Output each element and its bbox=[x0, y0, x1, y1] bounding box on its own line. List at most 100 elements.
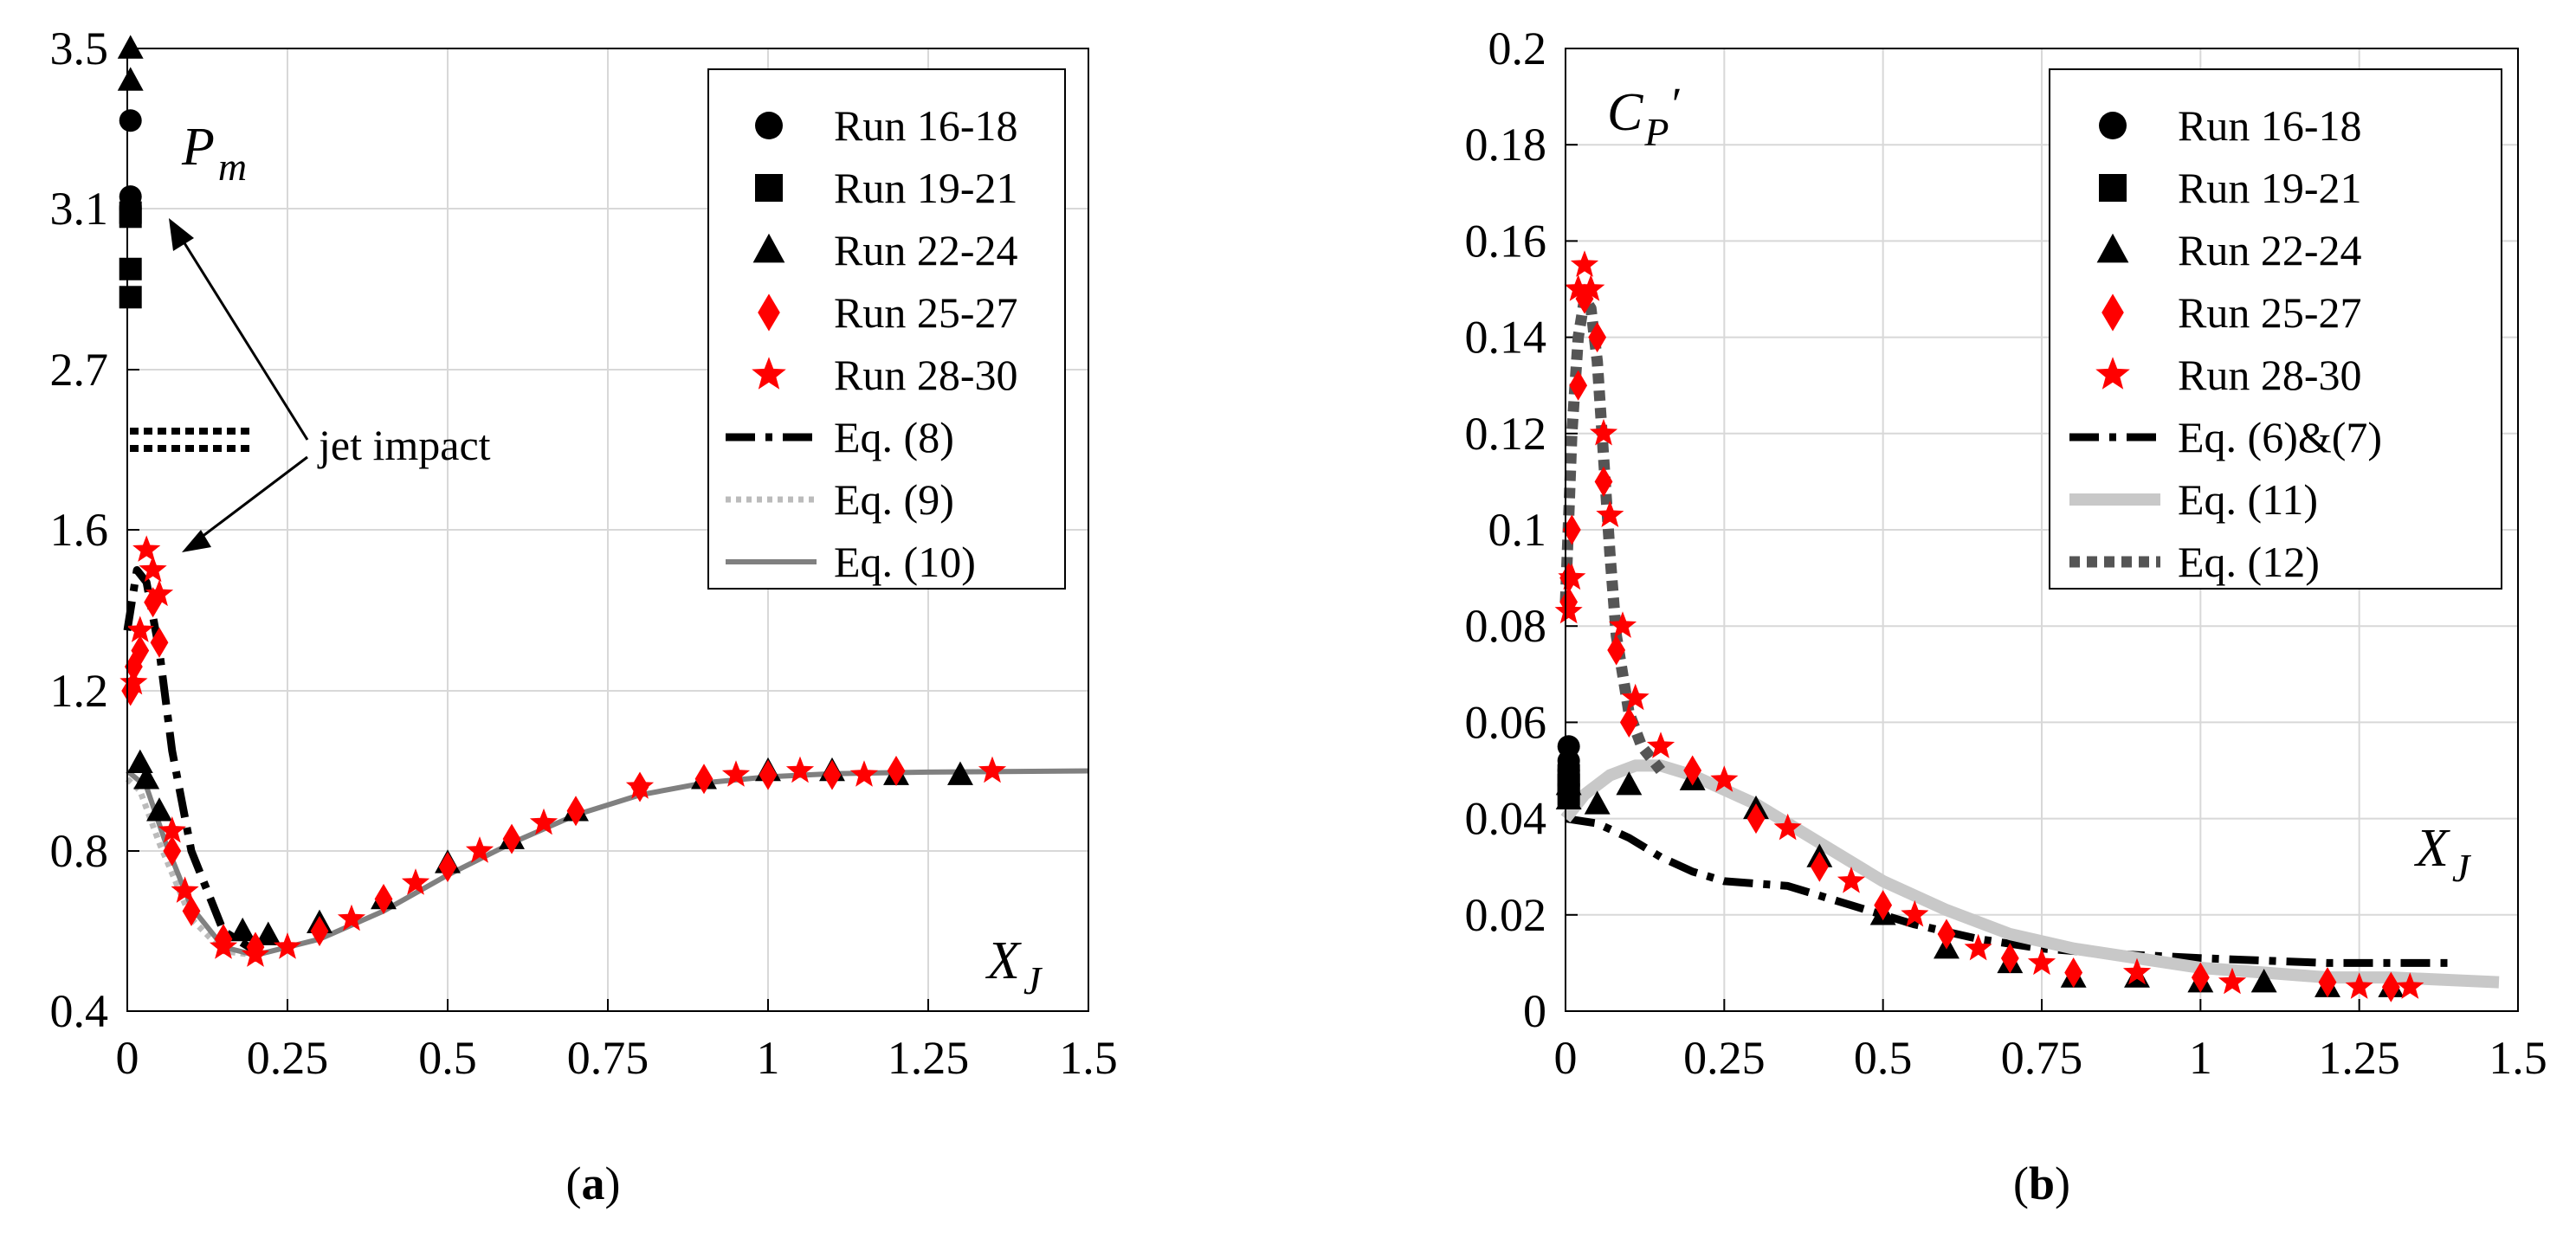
legend-item-run-28-30: Run 28-30 bbox=[2095, 351, 2362, 399]
data-point-run-25-27 bbox=[1569, 370, 1588, 401]
data-point-run-28-30 bbox=[1837, 867, 1866, 893]
legend-a: Run 16-18 Run 19-21 Run 22-24 Run 25-27 Run … bbox=[707, 68, 1066, 590]
x-tick-label: 1 bbox=[757, 1032, 780, 1084]
data-point-run-28-30 bbox=[1570, 250, 1599, 277]
legend-label: Run 16-18 bbox=[2178, 101, 2362, 150]
data-point-run-28-30 bbox=[2122, 957, 2152, 985]
data-point-run-19-21 bbox=[119, 257, 142, 280]
y-tick-label: 0.02 bbox=[1465, 889, 1547, 941]
legend-label: Eq. (11) bbox=[2178, 475, 2318, 524]
data-point-run-28-30 bbox=[1773, 813, 1802, 841]
data-point-run-28-30 bbox=[209, 932, 238, 959]
legend-label: Run 25-27 bbox=[2178, 288, 2362, 337]
data-point-run-28-30 bbox=[721, 760, 751, 787]
data-point-run-22-24 bbox=[255, 921, 281, 945]
data-point-run-22-24 bbox=[229, 917, 256, 942]
y-tick-label: 3.1 bbox=[50, 183, 109, 235]
data-point-run-25-27 bbox=[131, 635, 150, 667]
data-point-run-28-30 bbox=[139, 555, 167, 583]
y-axis-label-a: Pm bbox=[181, 118, 247, 189]
data-point-run-28-30 bbox=[1558, 563, 1586, 590]
data-point-run-25-27 bbox=[1874, 890, 1893, 921]
data-point-run-25-27 bbox=[310, 915, 329, 947]
legend-item-run-25-27: Run 25-27 bbox=[758, 288, 1018, 337]
data-point-run-28-30 bbox=[1608, 611, 1637, 638]
legend-label: Run 22-24 bbox=[834, 226, 1018, 274]
axes-frame-a bbox=[126, 48, 1089, 1012]
legend-label: Eq. (8) bbox=[834, 413, 954, 461]
x-tick-label: 0.5 bbox=[418, 1032, 477, 1084]
data-point-run-22-24 bbox=[1555, 785, 1582, 810]
data-point-run-28-30 bbox=[145, 579, 174, 607]
data-point-run-25-27 bbox=[2191, 962, 2210, 993]
legend-label: Run 28-30 bbox=[834, 351, 1018, 399]
data-point-run-28-30 bbox=[1577, 274, 1605, 301]
data-point-run-22-24 bbox=[1555, 771, 1582, 796]
legend-marker bbox=[752, 357, 786, 390]
annotation-jet-impact: jet impact bbox=[317, 421, 491, 469]
legend-item-eq-6-7: Eq. (6)&(7) bbox=[2069, 413, 2382, 461]
legend-label: Run 28-30 bbox=[2178, 351, 2362, 399]
y-tick-label: 0.12 bbox=[1465, 408, 1547, 460]
x-tick-label: 0 bbox=[1554, 1032, 1578, 1084]
data-point-run-28-30 bbox=[1589, 418, 1618, 446]
series-line-eq-11 bbox=[1560, 759, 2500, 989]
data-point-run-28-30 bbox=[1621, 683, 1650, 711]
x-tick-label: 1.5 bbox=[1059, 1032, 1118, 1084]
data-point-run-28-30 bbox=[625, 772, 655, 799]
data-point-run-28-30 bbox=[171, 876, 199, 903]
y-tick-label: 0.18 bbox=[1465, 119, 1547, 171]
data-point-run-28-30 bbox=[529, 808, 558, 835]
data-point-run-25-27 bbox=[2000, 943, 2019, 974]
x-tick-labels-b: 0 0.25 0.5 0.75 1 1.25 1.5 bbox=[1554, 1032, 2547, 1084]
data-point-run-25-27 bbox=[438, 851, 457, 883]
data-point-run-25-27 bbox=[694, 764, 713, 795]
legend-item-run-22-24: Run 22-24 bbox=[752, 226, 1018, 274]
data-point-run-25-27 bbox=[150, 627, 169, 658]
data-point-run-28-30 bbox=[273, 932, 302, 959]
legend-item-run-16-18: Run 16-18 bbox=[2099, 101, 2362, 150]
x-tick-label: 0.25 bbox=[1683, 1032, 1766, 1084]
data-point-run-28-30 bbox=[465, 836, 494, 863]
data-point-run-28-30 bbox=[2345, 972, 2373, 999]
legend-label: Run 25-27 bbox=[834, 288, 1018, 337]
data-point-run-22-24 bbox=[117, 35, 144, 59]
data-point-run-25-27 bbox=[1810, 851, 1829, 882]
legend-item-run-16-18: Run 16-18 bbox=[755, 101, 1018, 150]
panel-a: 0 0.25 0.5 0.75 1 1.25 1.5 0.4 0.8 1.2 1.6 2.7 3.1 3… bbox=[50, 23, 1118, 1209]
y-tick-label: 0.8 bbox=[50, 825, 109, 877]
data-point-run-28-30 bbox=[1901, 899, 1929, 927]
annotation-arrows bbox=[169, 218, 309, 552]
data-point-run-25-27 bbox=[887, 755, 906, 787]
y-tick-label: 3.5 bbox=[50, 23, 109, 74]
panel-b: 0 0.25 0.5 0.75 1 1.25 1.5 0 0.02 0.04 0.06 0.08 0.… bbox=[1465, 23, 2547, 1209]
data-point-run-25-27 bbox=[1594, 466, 1613, 497]
legend-label: Eq. (12) bbox=[2178, 538, 2320, 586]
data-point-run-19-21 bbox=[119, 286, 142, 309]
x-axis-label-b: XJ bbox=[2413, 819, 2472, 890]
data-point-run-25-27 bbox=[1683, 755, 1702, 786]
legend-marker bbox=[2099, 112, 2127, 139]
x-tick-label: 1.5 bbox=[2489, 1032, 2547, 1084]
data-point-run-28-30 bbox=[1554, 596, 1583, 624]
data-point-run-25-27 bbox=[1607, 635, 1626, 666]
data-point-run-19-21 bbox=[119, 205, 142, 229]
legend-label: Eq. (6)&(7) bbox=[2178, 413, 2382, 461]
y-tick-label: 2.7 bbox=[50, 344, 109, 396]
data-point-run-16-18 bbox=[119, 109, 142, 132]
data-point-run-25-27 bbox=[1619, 706, 1638, 738]
data-point-run-28-30 bbox=[158, 816, 186, 843]
legend-marker bbox=[755, 174, 783, 202]
legend-marker bbox=[2099, 174, 2127, 202]
y-tick-label: 0.2 bbox=[1488, 23, 1547, 74]
legend-marker bbox=[752, 233, 785, 263]
y-tick-labels-a: 0.4 0.8 1.2 1.6 2.7 3.1 3.5 bbox=[50, 23, 109, 1037]
data-point-run-28-30 bbox=[132, 535, 161, 562]
legend-item-eq-10: Eq. (10) bbox=[726, 538, 976, 586]
series-line-eq-8 bbox=[123, 566, 258, 955]
y-tick-label: 0.4 bbox=[50, 985, 109, 1037]
data-point-run-25-27 bbox=[1746, 803, 1766, 835]
data-point-run-25-27 bbox=[502, 823, 521, 854]
data-point-run-22-24 bbox=[2250, 969, 2277, 993]
